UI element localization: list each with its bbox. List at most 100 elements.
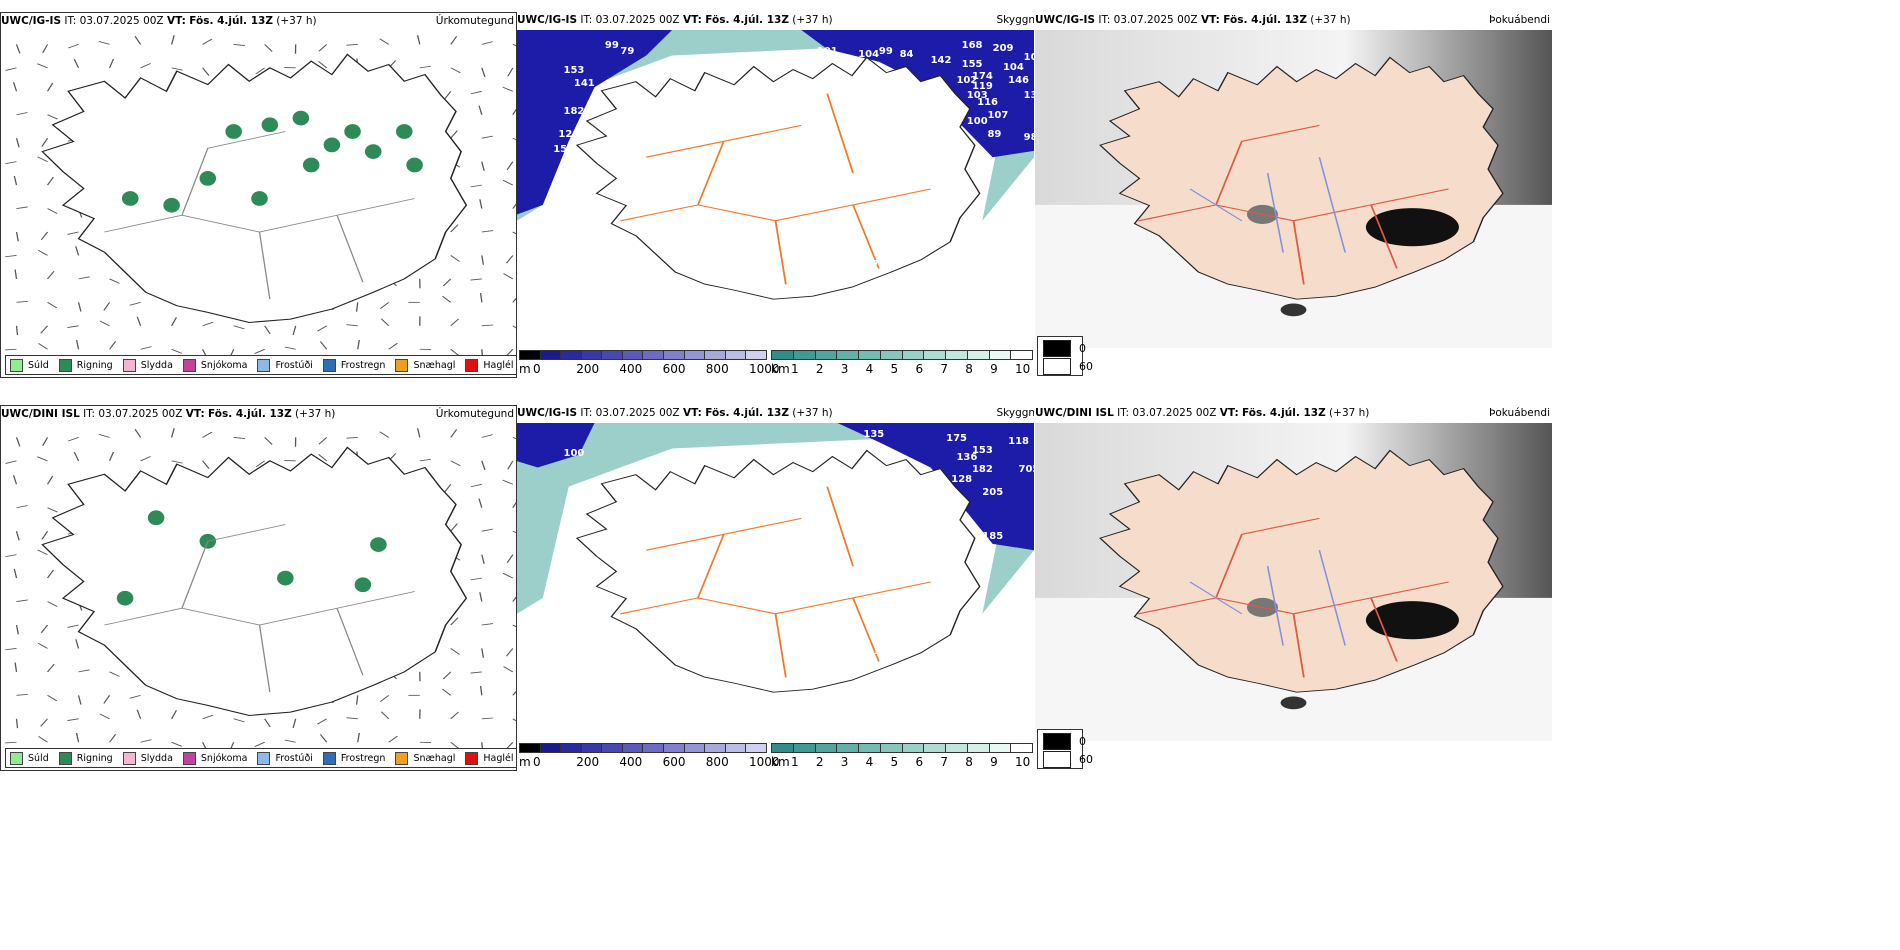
visibility-label: 168: [961, 39, 983, 51]
legend-item: Snæhagl: [395, 751, 456, 765]
visibility-label: 118: [1008, 435, 1030, 447]
legend-swatch: [10, 751, 23, 765]
legend-label: Snæhagl: [413, 752, 456, 764]
colorbar-tick: 1: [791, 755, 799, 769]
lead-time: (+37 h): [295, 408, 336, 420]
visibility-label: 205: [982, 486, 1004, 498]
visibility-label: 175: [946, 432, 967, 444]
visibility-label: 104: [858, 49, 880, 61]
it-label: IT:: [580, 407, 593, 419]
colorbar-tick: 8: [965, 755, 973, 769]
vt-label: VT:: [166, 15, 186, 27]
map-precip: [5, 35, 516, 359]
vt-value: Fös. 4.júl. 13Z: [705, 407, 789, 419]
legend-label: Snjókoma: [200, 359, 248, 371]
visibility-label: 135: [863, 429, 885, 441]
visibility-label: 130: [1023, 90, 1034, 102]
colorbar-tick: 1000: [749, 362, 780, 376]
it-label: IT:: [83, 408, 96, 420]
panel-title: UWC/IG-IS IT: 03.07.2025 00Z VT: Fös. 4.…: [1035, 12, 1351, 28]
it-label: IT:: [64, 15, 77, 27]
colorbar-tick: 10: [1015, 362, 1031, 376]
legend-item: Rigning: [58, 751, 113, 765]
legend-swatch: [257, 358, 271, 372]
panel-title: UWC/IG-IS IT: 03.07.2025 00Z VT: Fös. 4.…: [517, 12, 833, 28]
legend-item: Haglél: [465, 751, 514, 765]
map-fog: [1035, 423, 1552, 741]
it-value: 03.07.2025 00Z: [98, 408, 183, 420]
model-name: UWC/DINI ISL: [1, 408, 80, 420]
colorbar-tick: 200: [576, 362, 600, 376]
colorbar-tick: 200: [576, 755, 600, 769]
legend-item: Frostregn: [322, 358, 385, 372]
colorbar-tick: 8: [965, 362, 973, 376]
visibility-colorbar: km 1 2 3 4 5 6 7 8 9 10: [771, 350, 1033, 376]
legend-item: Slydda: [122, 358, 173, 372]
panel-title: UWC/DINI ISL IT: 03.07.2025 00Z VT: Fös.…: [1035, 405, 1369, 421]
legend-item: Súld: [10, 358, 49, 372]
visibility-label: 100: [1023, 52, 1034, 64]
legend-swatch: [395, 751, 409, 765]
it-label: IT:: [1117, 407, 1130, 419]
colorbar-tick: 3: [840, 362, 849, 376]
legend-label: Frostúði: [275, 752, 313, 764]
precip-type-legend: Súld Rigning Slydda Snjókoma Frostúði Frostre…: [5, 355, 516, 375]
fog-legend-label: 60: [1079, 753, 1093, 766]
panel-parameter-name: Skyggni: [996, 14, 1035, 26]
legend-label: Slydda: [140, 752, 173, 764]
legend-label: Snæhagl: [413, 359, 456, 371]
map-fog: [1035, 30, 1552, 348]
fog-legend-row: 0: [1043, 340, 1086, 357]
visibility-label: 182: [563, 106, 585, 118]
legend-item: Snjókoma: [182, 751, 248, 765]
visibility-label: 202: [579, 176, 600, 188]
legend-item: Frostúði: [257, 358, 313, 372]
lead-time: (+37 h): [792, 14, 833, 26]
panel-parameter-name: Skyggni: [996, 407, 1035, 419]
model-name: UWC/IG-IS: [517, 407, 578, 419]
legend-item: Slydda: [122, 751, 173, 765]
visibility-colorbar: km 1 2 3 4 5 6 7 8 9 10: [771, 743, 1033, 769]
fog-legend-label: 0: [1079, 735, 1086, 748]
legend-item: Rigning: [58, 358, 113, 372]
legend-label: Snjókoma: [200, 752, 248, 764]
colorbar-tick: 9: [990, 755, 998, 769]
it-value: 03.07.2025 00Z: [79, 15, 164, 27]
legend-swatch: [122, 358, 136, 372]
colorbar-tick: 6: [915, 362, 924, 376]
fog-legend-row: 60: [1043, 751, 1093, 768]
colorbar-unit: m: [519, 362, 531, 376]
colorbar-tick: 800: [705, 755, 729, 769]
visibility-label: 89: [987, 128, 1002, 140]
legend-label: Rigning: [76, 752, 113, 764]
vt-label: VT:: [682, 407, 702, 419]
visibility-label: 79: [620, 45, 635, 57]
legend-item: Snjókoma: [182, 358, 248, 372]
colorbar-tick: 5: [890, 755, 899, 769]
colorbar-tick: 0: [533, 755, 541, 769]
legend-label: Frostregn: [340, 752, 386, 764]
vt-value: Fös. 4.júl. 13Z: [705, 14, 789, 26]
visibility-label: 104: [1002, 61, 1024, 73]
visibility-label: 182: [971, 464, 993, 476]
visibility-label: 159: [553, 144, 575, 156]
visibility-label: 146: [1008, 74, 1030, 86]
visibility-label: 98: [909, 632, 924, 644]
legend-item: Frostregn: [322, 751, 386, 765]
legend-label: Rigning: [76, 359, 113, 371]
visibility-label: 107: [987, 109, 1009, 121]
visibility-label: 99: [604, 39, 619, 51]
legend-swatch: [58, 751, 72, 765]
colorbar-unit: km: [771, 362, 790, 376]
visibility-label: 209: [992, 42, 1014, 54]
panel-title: UWC/IG-IS IT: 03.07.2025 00Z VT: Fös. 4.…: [1, 13, 317, 29]
visibility-label: 117: [858, 258, 880, 270]
panel-parameter-name: Úrkomutegund: [435, 408, 514, 420]
colorbar-unit: m: [519, 755, 531, 769]
model-name: UWC/DINI ISL: [1035, 407, 1114, 419]
vt-value: Fös. 4.júl. 13Z: [208, 408, 292, 420]
visibility-label: 142: [930, 55, 952, 67]
it-value: 03.07.2025 00Z: [1113, 14, 1198, 26]
panel-parameter-name: Þokuábendi: [1489, 407, 1550, 419]
legend-swatch: [122, 751, 136, 765]
